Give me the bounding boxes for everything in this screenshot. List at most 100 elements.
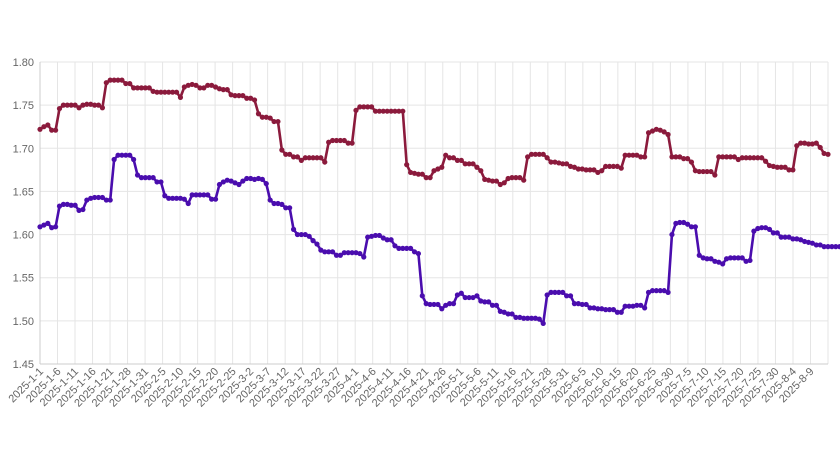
data-point bbox=[704, 256, 710, 262]
data-point bbox=[735, 156, 741, 163]
data-point bbox=[497, 181, 503, 188]
data-point bbox=[493, 302, 500, 308]
data-point bbox=[41, 222, 47, 228]
data-point bbox=[743, 155, 749, 161]
data-point bbox=[677, 154, 683, 160]
data-point bbox=[205, 192, 211, 198]
data-point bbox=[283, 205, 289, 211]
data-point bbox=[712, 172, 718, 178]
data-point bbox=[365, 104, 371, 110]
data-point bbox=[173, 89, 180, 95]
data-point bbox=[478, 298, 484, 304]
data-point bbox=[72, 102, 78, 108]
data-point bbox=[216, 86, 223, 92]
data-point bbox=[571, 164, 578, 170]
data-point bbox=[716, 259, 722, 265]
data-point bbox=[540, 320, 546, 327]
data-point bbox=[411, 170, 418, 176]
data-point bbox=[618, 309, 624, 315]
data-point bbox=[255, 175, 262, 182]
data-point bbox=[700, 168, 706, 175]
data-point bbox=[521, 315, 527, 321]
data-point bbox=[294, 231, 301, 238]
data-point bbox=[708, 256, 714, 262]
data-point bbox=[817, 242, 823, 248]
data-point bbox=[111, 156, 117, 163]
data-point bbox=[774, 164, 780, 170]
data-point bbox=[493, 178, 500, 184]
data-point bbox=[314, 155, 320, 161]
data-point bbox=[228, 92, 234, 98]
data-point bbox=[368, 104, 375, 110]
data-point bbox=[739, 155, 745, 161]
data-point bbox=[341, 137, 347, 144]
data-point bbox=[240, 93, 246, 99]
data-point bbox=[431, 301, 437, 308]
data-point bbox=[509, 311, 515, 317]
data-point bbox=[762, 158, 769, 164]
data-point bbox=[762, 225, 769, 231]
data-point bbox=[392, 243, 398, 249]
data-point bbox=[404, 162, 410, 168]
data-point bbox=[134, 172, 141, 178]
data-point bbox=[809, 240, 816, 246]
data-point bbox=[68, 202, 74, 208]
data-point bbox=[205, 82, 211, 88]
data-point bbox=[774, 230, 780, 236]
data-point bbox=[322, 249, 328, 255]
data-point bbox=[505, 311, 511, 317]
data-point bbox=[778, 234, 784, 240]
data-point bbox=[673, 220, 679, 226]
data-point bbox=[201, 85, 207, 91]
data-point bbox=[825, 151, 831, 157]
data-point bbox=[197, 85, 203, 91]
data-point bbox=[189, 192, 195, 198]
data-point bbox=[634, 152, 640, 158]
data-point bbox=[501, 309, 507, 315]
data-point bbox=[123, 152, 129, 158]
data-point bbox=[209, 82, 215, 88]
data-point bbox=[392, 108, 398, 114]
data-point bbox=[462, 294, 468, 301]
data-point bbox=[349, 250, 355, 256]
data-point bbox=[56, 203, 63, 209]
data-point bbox=[372, 108, 379, 114]
data-point bbox=[532, 315, 539, 321]
data-point bbox=[275, 200, 281, 207]
data-point bbox=[150, 175, 156, 181]
data-point bbox=[614, 163, 620, 170]
data-point bbox=[384, 108, 390, 114]
data-point bbox=[536, 316, 542, 322]
data-point bbox=[177, 94, 184, 100]
data-point bbox=[587, 167, 593, 173]
data-point bbox=[345, 250, 351, 256]
data-point bbox=[720, 261, 726, 267]
data-point bbox=[318, 155, 324, 161]
data-point bbox=[482, 176, 488, 182]
data-point bbox=[95, 102, 102, 108]
data-point bbox=[595, 306, 601, 312]
data-point bbox=[825, 244, 831, 250]
data-point bbox=[731, 154, 737, 160]
data-point bbox=[606, 163, 613, 170]
data-point bbox=[447, 155, 453, 161]
data-point bbox=[821, 150, 827, 157]
data-point bbox=[166, 195, 172, 201]
data-point bbox=[138, 175, 145, 181]
data-point bbox=[236, 93, 242, 99]
data-point bbox=[232, 180, 238, 186]
data-point bbox=[298, 157, 304, 163]
data-point bbox=[630, 152, 636, 158]
data-point bbox=[700, 255, 706, 261]
data-point bbox=[162, 193, 168, 199]
data-point bbox=[638, 302, 644, 308]
data-point bbox=[801, 140, 808, 146]
series-1 bbox=[37, 77, 831, 188]
data-point bbox=[166, 89, 172, 95]
data-point bbox=[489, 302, 496, 308]
y-tick-label: 1.60 bbox=[13, 230, 34, 242]
data-point bbox=[103, 80, 109, 86]
data-point bbox=[778, 164, 784, 170]
data-point bbox=[380, 108, 386, 114]
data-point bbox=[704, 168, 710, 175]
